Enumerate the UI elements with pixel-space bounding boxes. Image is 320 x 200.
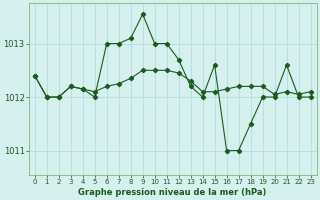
X-axis label: Graphe pression niveau de la mer (hPa): Graphe pression niveau de la mer (hPa) (78, 188, 267, 197)
